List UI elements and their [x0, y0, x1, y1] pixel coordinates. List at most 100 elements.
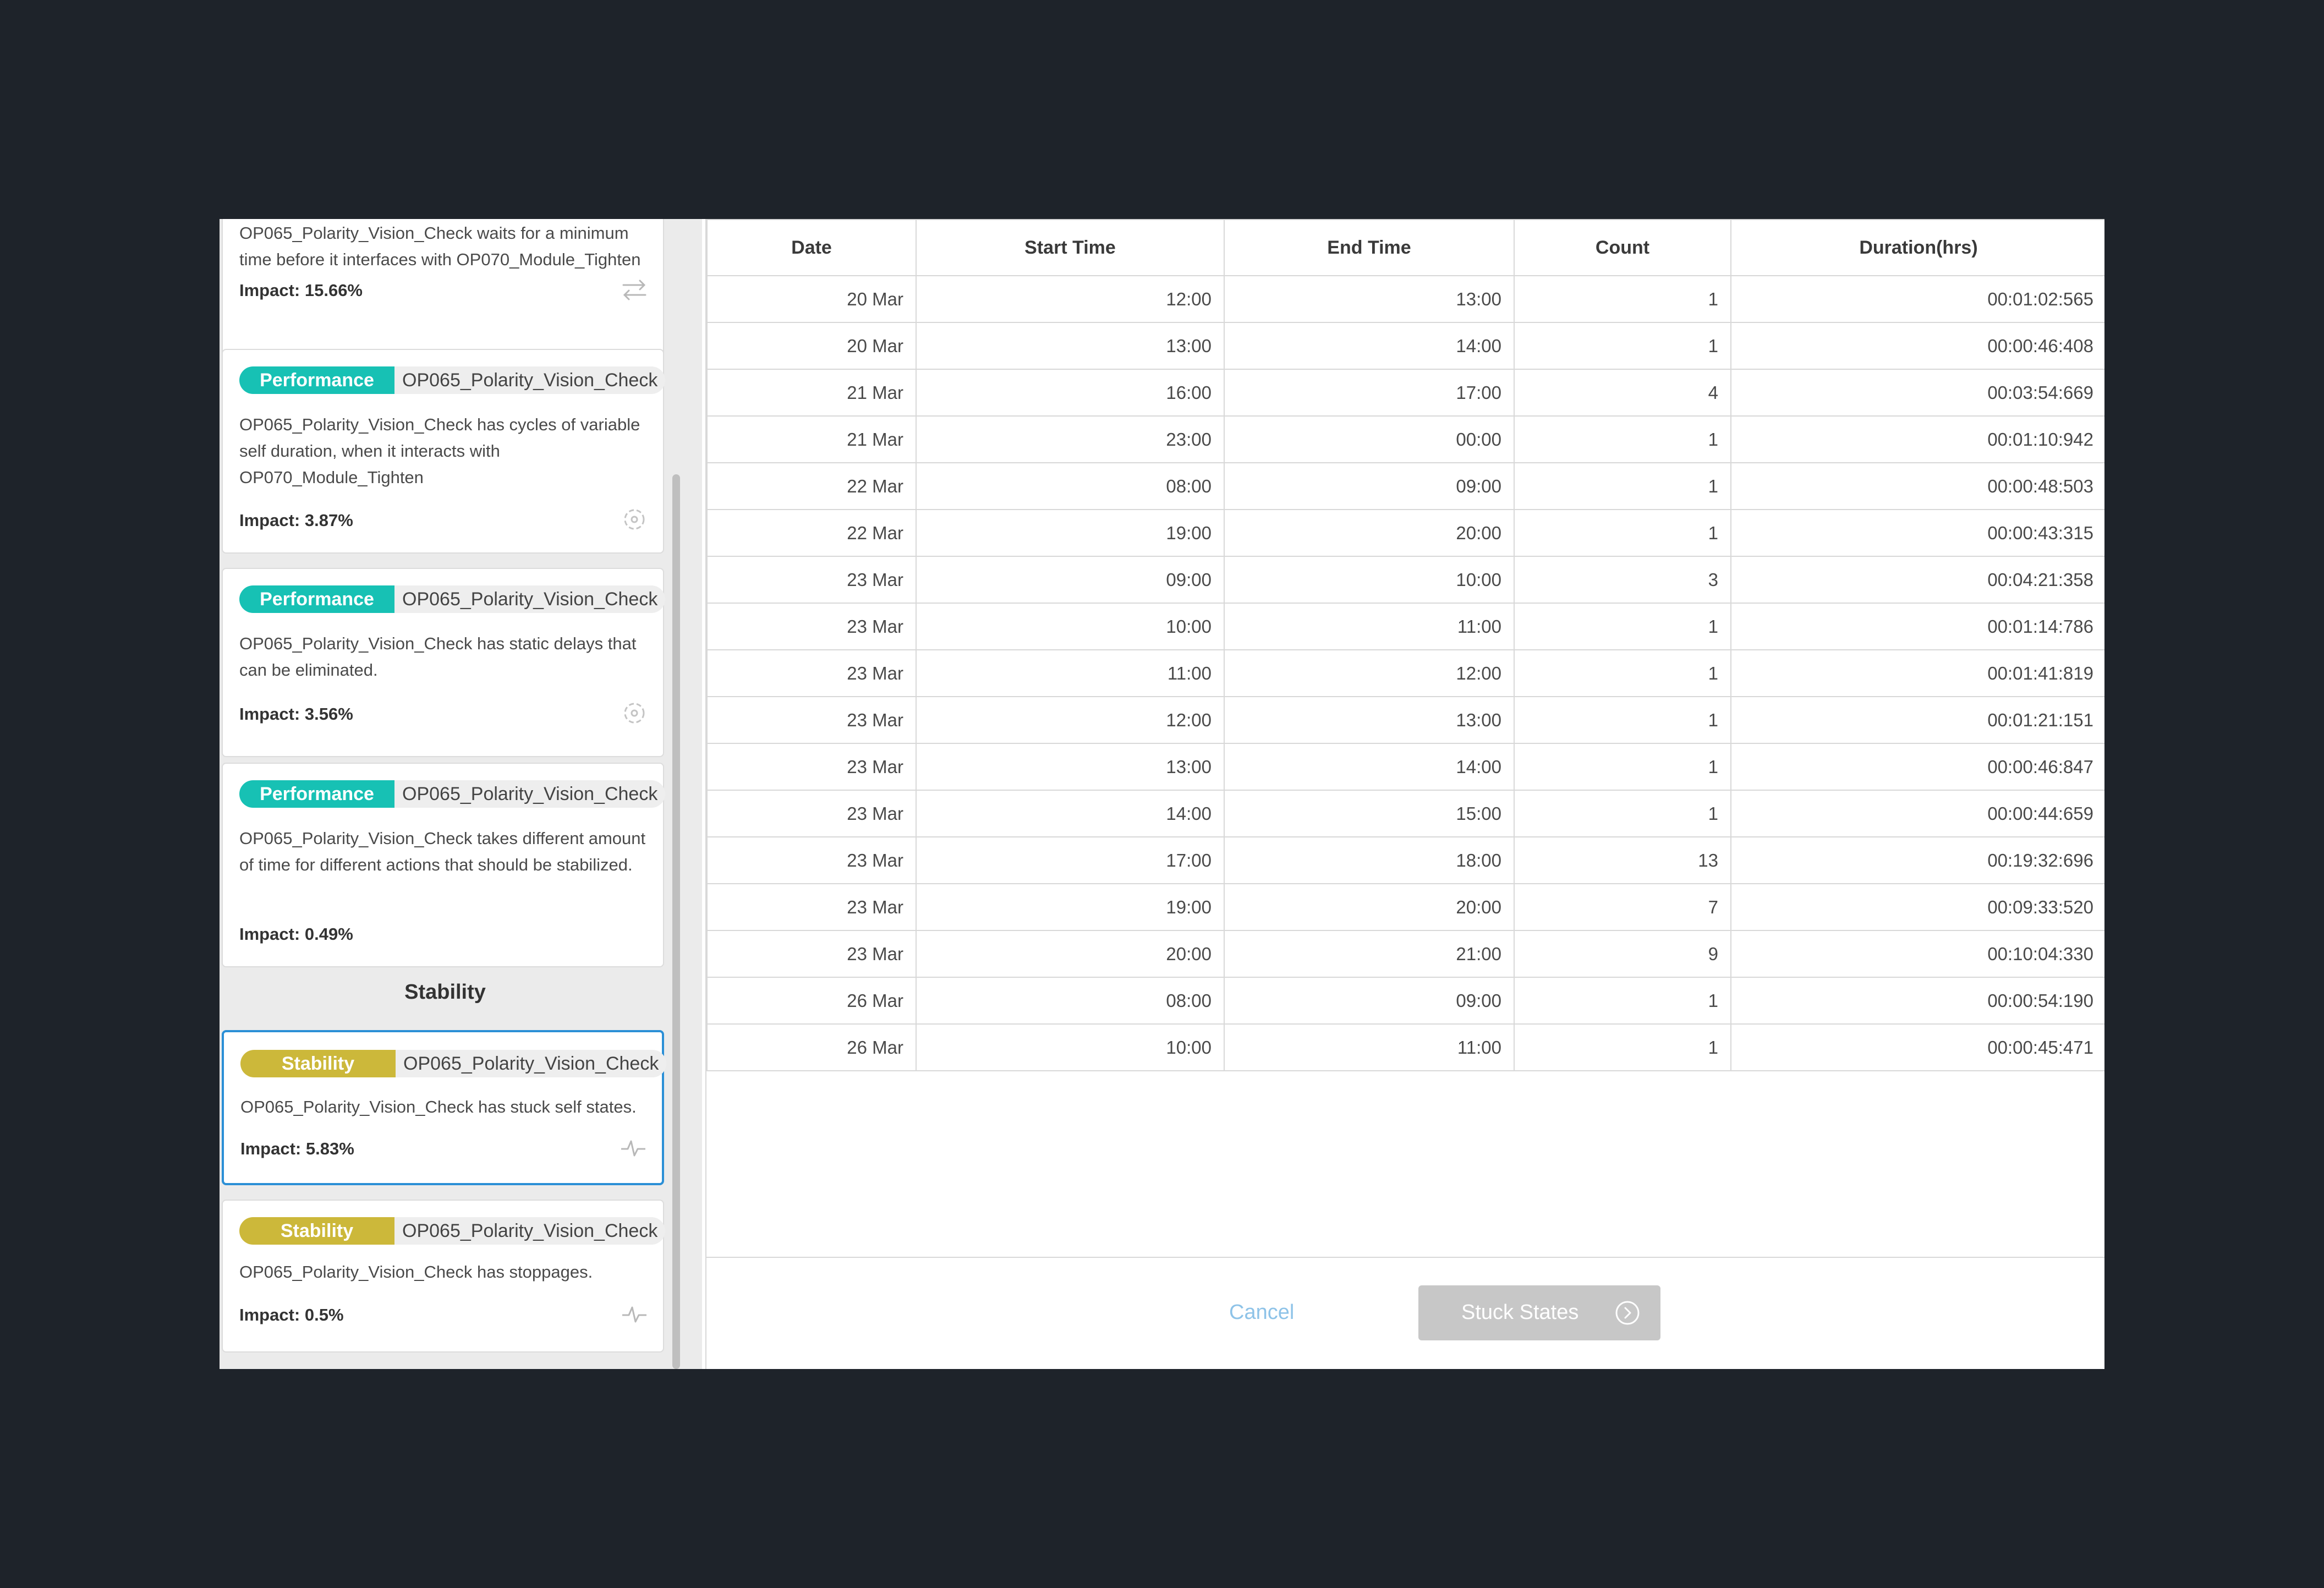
cell-count: 1: [1514, 743, 1731, 791]
cell-count: 3: [1514, 556, 1731, 604]
stuck-states-button[interactable]: Stuck States: [1418, 1285, 1660, 1340]
cell-count: 1: [1514, 977, 1731, 1025]
table-row[interactable]: 23 Mar 09:00 10:00 3 00:04:21:358: [706, 556, 2104, 604]
stuck-states-dialog: OP065_Polarity_Vision_Check waits for a …: [220, 219, 2104, 1369]
cell-date: 23 Mar: [706, 883, 917, 931]
column-header-date[interactable]: Date: [706, 219, 917, 276]
cell-end-time: 09:00: [1224, 462, 1515, 510]
insight-impact: Impact: 0.49%: [239, 924, 353, 944]
table-row[interactable]: 20 Mar 12:00 13:00 1 00:01:02:565: [706, 275, 2104, 323]
table-row[interactable]: 23 Mar 20:00 21:00 9 00:10:04:330: [706, 930, 2104, 978]
cell-count: 1: [1514, 415, 1731, 463]
node-name-tag: OP065_Polarity_Vision_Check: [394, 585, 666, 613]
cell-count: 7: [1514, 883, 1731, 931]
stuck-states-button-label: Stuck States: [1461, 1301, 1579, 1324]
cell-date: 20 Mar: [706, 275, 917, 323]
cell-end-time: 21:00: [1224, 930, 1515, 978]
cell-date: 23 Mar: [706, 556, 917, 604]
cell-end-time: 20:00: [1224, 509, 1515, 557]
cell-date: 22 Mar: [706, 462, 917, 510]
cell-count: 1: [1514, 509, 1731, 557]
table-row[interactable]: 23 Mar 17:00 18:00 13 00:19:32:696: [706, 836, 2104, 884]
insight-card-variable-duration[interactable]: Performance OP065_Polarity_Vision_Check …: [222, 349, 666, 554]
table-row[interactable]: 21 Mar 23:00 00:00 1 00:01:10:942: [706, 415, 2104, 463]
cell-end-time: 20:00: [1224, 883, 1515, 931]
cell-end-time: 15:00: [1224, 790, 1515, 837]
cell-duration: 00:00:46:408: [1730, 322, 2104, 370]
table-row[interactable]: 26 Mar 08:00 09:00 1 00:00:54:190: [706, 977, 2104, 1025]
cell-start-time: 09:00: [916, 556, 1225, 604]
cell-duration: 00:01:10:942: [1730, 415, 2104, 463]
column-header-end-time[interactable]: End Time: [1224, 219, 1515, 276]
cycle-icon: [624, 703, 645, 724]
stuck-states-table: Date Start Time End Time Count Duration(…: [706, 219, 2104, 1071]
table-row[interactable]: 26 Mar 10:00 11:00 1 00:00:45:471: [706, 1023, 2104, 1071]
pulse-icon: [621, 1140, 645, 1157]
cell-duration: 00:09:33:520: [1730, 883, 2104, 931]
cell-start-time: 20:00: [916, 930, 1225, 978]
cell-end-time: 10:00: [1224, 556, 1515, 604]
cell-duration: 00:00:48:503: [1730, 462, 2104, 510]
cell-start-time: 12:00: [916, 696, 1225, 744]
stability-tag: Stability: [240, 1050, 396, 1077]
cell-count: 13: [1514, 836, 1731, 884]
table-header-row: Date Start Time End Time Count Duration(…: [706, 219, 2104, 276]
cell-duration: 00:00:46:847: [1730, 743, 2104, 791]
table-row[interactable]: 23 Mar 10:00 11:00 1 00:01:14:786: [706, 603, 2104, 650]
cell-end-time: 11:00: [1224, 1023, 1515, 1071]
insight-card-action-times[interactable]: Performance OP065_Polarity_Vision_Check …: [222, 763, 666, 967]
table-row[interactable]: 23 Mar 19:00 20:00 7 00:09:33:520: [706, 883, 2104, 931]
cell-start-time: 14:00: [916, 790, 1225, 837]
insight-impact: Impact: 0.5%: [239, 1305, 344, 1324]
cell-end-time: 13:00: [1224, 275, 1515, 323]
table-row[interactable]: 23 Mar 12:00 13:00 1 00:01:21:151: [706, 696, 2104, 744]
performance-tag: Performance: [239, 780, 394, 808]
cell-end-time: 12:00: [1224, 649, 1515, 697]
cell-date: 23 Mar: [706, 696, 917, 744]
insight-card-stuck-states[interactable]: Stability OP065_Polarity_Vision_Check OP…: [222, 1030, 667, 1185]
column-header-duration[interactable]: Duration(hrs): [1730, 219, 2104, 276]
table-row[interactable]: 22 Mar 19:00 20:00 1 00:00:43:315: [706, 509, 2104, 557]
cell-count: 1: [1514, 322, 1731, 370]
table-row[interactable]: 20 Mar 13:00 14:00 1 00:00:46:408: [706, 322, 2104, 370]
node-name-tag: OP065_Polarity_Vision_Check: [396, 1050, 667, 1077]
cell-start-time: 12:00: [916, 275, 1225, 323]
insight-impact: Impact: 15.66%: [239, 281, 363, 300]
cancel-button[interactable]: Cancel: [1229, 1301, 1295, 1324]
cell-start-time: 23:00: [916, 415, 1225, 463]
cell-date: 22 Mar: [706, 509, 917, 557]
stability-tag: Stability: [239, 1217, 394, 1245]
cell-end-time: 11:00: [1224, 603, 1515, 650]
node-name-tag: OP065_Polarity_Vision_Check: [394, 780, 666, 808]
table-row[interactable]: 23 Mar 14:00 15:00 1 00:00:44:659: [706, 790, 2104, 837]
dialog-footer: Cancel Stuck States: [706, 1257, 2104, 1369]
cell-date: 26 Mar: [706, 1023, 917, 1071]
insight-card-stoppages[interactable]: Stability OP065_Polarity_Vision_Check OP…: [222, 1200, 666, 1352]
column-header-start-time[interactable]: Start Time: [916, 219, 1225, 276]
stuck-states-table-panel: Date Start Time End Time Count Duration(…: [705, 219, 2104, 1369]
table-row[interactable]: 23 Mar 11:00 12:00 1 00:01:41:819: [706, 649, 2104, 697]
cell-start-time: 08:00: [916, 977, 1225, 1025]
cell-date: 23 Mar: [706, 790, 917, 837]
insight-description: OP065_Polarity_Vision_Check has stuck se…: [240, 1097, 637, 1116]
insights-panel[interactable]: OP065_Polarity_Vision_Check waits for a …: [220, 219, 702, 1369]
cell-count: 1: [1514, 696, 1731, 744]
table-body: 20 Mar 12:00 13:00 1 00:01:02:565 20 Mar 13:00…: [706, 275, 2104, 1071]
cell-start-time: 13:00: [916, 743, 1225, 791]
cell-duration: 00:00:44:659: [1730, 790, 2104, 837]
insights-scrollbar[interactable]: [672, 474, 680, 1369]
cell-count: 1: [1514, 462, 1731, 510]
swap-arrows-icon: [622, 280, 646, 300]
table-row[interactable]: 21 Mar 16:00 17:00 4 00:03:54:669: [706, 369, 2104, 417]
cell-count: 1: [1514, 1023, 1731, 1071]
cell-count: 1: [1514, 790, 1731, 837]
cell-end-time: 00:00: [1224, 415, 1515, 463]
table-row[interactable]: 22 Mar 08:00 09:00 1 00:00:48:503: [706, 462, 2104, 510]
cell-end-time: 14:00: [1224, 743, 1515, 791]
cell-date: 23 Mar: [706, 930, 917, 978]
table-row[interactable]: 23 Mar 13:00 14:00 1 00:00:46:847: [706, 743, 2104, 791]
insight-card-static-delays[interactable]: Performance OP065_Polarity_Vision_Check …: [222, 568, 666, 757]
column-header-count[interactable]: Count: [1514, 219, 1731, 276]
cell-start-time: 19:00: [916, 509, 1225, 557]
cell-duration: 00:03:54:669: [1730, 369, 2104, 417]
